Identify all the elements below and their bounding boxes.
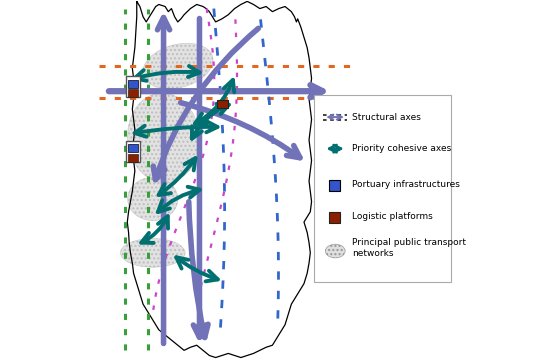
Polygon shape bbox=[128, 1, 311, 358]
Text: Portuary infrastructures: Portuary infrastructures bbox=[352, 180, 460, 189]
Text: Structural axes: Structural axes bbox=[352, 113, 421, 122]
Text: Priority cohesive axes: Priority cohesive axes bbox=[352, 144, 451, 153]
FancyBboxPatch shape bbox=[128, 144, 138, 152]
FancyBboxPatch shape bbox=[126, 76, 140, 97]
FancyBboxPatch shape bbox=[128, 154, 138, 162]
FancyBboxPatch shape bbox=[217, 100, 228, 108]
FancyBboxPatch shape bbox=[314, 95, 451, 282]
FancyBboxPatch shape bbox=[128, 89, 138, 97]
Ellipse shape bbox=[128, 177, 178, 220]
FancyBboxPatch shape bbox=[126, 141, 140, 162]
Ellipse shape bbox=[325, 244, 345, 258]
Text: Logistic platforms: Logistic platforms bbox=[352, 212, 433, 222]
FancyBboxPatch shape bbox=[329, 180, 340, 191]
Ellipse shape bbox=[143, 43, 213, 89]
FancyBboxPatch shape bbox=[329, 212, 340, 223]
FancyBboxPatch shape bbox=[128, 80, 138, 88]
Ellipse shape bbox=[128, 93, 199, 183]
Text: Principal public transport
networks: Principal public transport networks bbox=[352, 239, 466, 258]
Ellipse shape bbox=[120, 239, 185, 267]
